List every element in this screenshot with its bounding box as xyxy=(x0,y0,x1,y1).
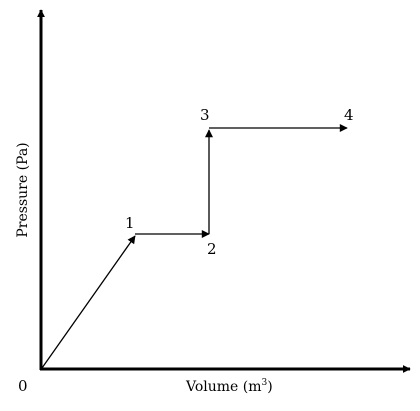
x-axis-unit-superscript: 3 xyxy=(262,378,268,388)
x-axis-label: Volume (m3) xyxy=(185,378,273,395)
origin-label: 0 xyxy=(18,377,28,395)
y-axis-label: Pressure (Pa) xyxy=(15,142,31,237)
x-axis-label-end: ) xyxy=(267,379,272,395)
point-label-4: 4 xyxy=(344,106,354,124)
segment-0-1 xyxy=(41,235,136,369)
x-axis-label-text: Volume (m xyxy=(185,379,262,395)
point-label-3: 3 xyxy=(200,106,210,124)
point-label-1: 1 xyxy=(125,214,135,232)
point-label-2: 2 xyxy=(207,240,217,258)
